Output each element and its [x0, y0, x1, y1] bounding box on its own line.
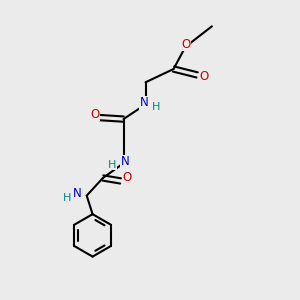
Text: H: H [152, 102, 160, 112]
Text: O: O [90, 108, 99, 121]
Text: H: H [62, 193, 71, 203]
Text: H: H [108, 160, 116, 170]
Text: N: N [121, 155, 129, 168]
Text: O: O [122, 171, 132, 184]
Text: N: N [140, 96, 148, 110]
Text: O: O [200, 70, 209, 83]
Text: N: N [73, 187, 82, 200]
Text: O: O [181, 38, 190, 50]
